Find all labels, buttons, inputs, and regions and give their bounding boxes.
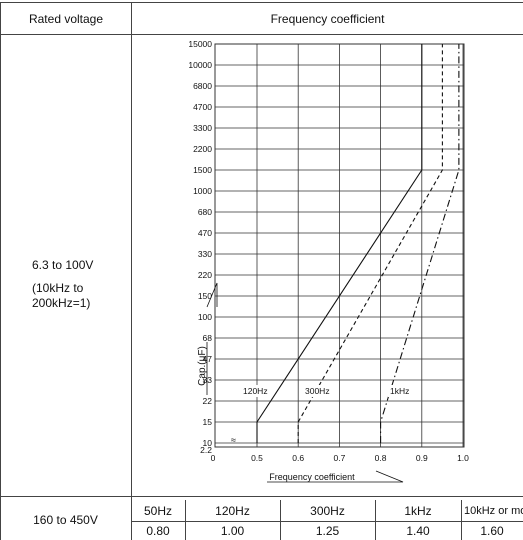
x-tick-label: 0.5	[251, 453, 263, 463]
y-tick-label: 330	[198, 249, 212, 259]
series-label-1kHz: 1kHz	[390, 386, 409, 396]
x-tick-label: 0.7	[333, 453, 345, 463]
y-tick-label: 680	[198, 207, 212, 217]
y-tick-label: 100	[198, 312, 212, 322]
freq-cell: 120Hz	[215, 503, 250, 518]
frequency-coefficient-chart: 1500010000680047003300220015001000680470…	[188, 39, 470, 483]
label-bg	[388, 385, 414, 397]
y-tick-label: 68	[203, 333, 213, 343]
y-tick-label: 470	[198, 228, 212, 238]
y-tick-label: 150	[198, 291, 212, 301]
x-axis-ticks: 0 0.5 0.6 0.7 0.8 0.9 1.0	[211, 453, 470, 463]
freq-cell: 50Hz	[143, 503, 172, 518]
y-tick-label: 15	[203, 417, 213, 427]
x-axis-label: Frequency coefficient	[269, 472, 355, 482]
series-label-300Hz: 300Hz	[305, 386, 330, 396]
x-tick-label: 0	[211, 453, 216, 463]
y-tick-label: 10	[203, 438, 213, 448]
column-divider	[131, 2, 132, 540]
series-line-300Hz	[297, 44, 443, 443]
y-tick-label: 3300	[193, 123, 212, 133]
voltage-range-low: 6.3 to 100V (10kHz to 200kHz=1)	[0, 258, 131, 311]
inner-col-divider	[280, 500, 281, 540]
coef-cell: 1.00	[220, 524, 245, 538]
coef-cell: 1.40	[406, 524, 430, 538]
label-bg	[241, 385, 272, 397]
coef-cell: 0.80	[146, 524, 170, 538]
x-tick-label: 0.8	[375, 453, 387, 463]
y-tick-label: 1500	[193, 165, 212, 175]
y-tick-label: 2.2	[200, 445, 212, 455]
coef-cell: 1.25	[315, 524, 340, 538]
table-left-border	[0, 2, 1, 540]
freq-cell: 1kHz	[404, 503, 432, 518]
y-tick-label: 2200	[193, 144, 212, 154]
inner-col-divider	[185, 500, 186, 540]
high-voltage-table: 50Hz 120Hz 300Hz 1kHz 10kHz or mor 0.80 1.00 1.…	[131, 500, 523, 540]
series-line-120Hz	[256, 44, 423, 443]
x-tick-label: 1.0	[457, 453, 469, 463]
y-tick-label: 4700	[193, 102, 212, 112]
y-tick-label: 22	[203, 396, 213, 406]
y-tick-label: 1000	[193, 186, 212, 196]
y-tick-label: 6800	[193, 81, 212, 91]
freq-cell: 300Hz	[310, 503, 345, 518]
series-label-120Hz: 120Hz	[243, 386, 268, 396]
x-tick-label: 0.6	[292, 453, 304, 463]
y-axis-title: Cap.(μF)	[197, 282, 218, 395]
inner-col-divider	[375, 500, 376, 540]
chart-grid	[214, 43, 465, 448]
axis-break-mark: ≈	[231, 435, 236, 445]
label-bg	[303, 385, 334, 397]
x-axis-title: Frequency coefficient	[267, 470, 404, 483]
y-axis-ticks: 15000 10000 6800 4700 3300 2200 1500 1000 680 470…	[188, 39, 212, 455]
header-divider	[0, 34, 523, 35]
inner-row-divider	[131, 521, 523, 522]
series-labels: 120Hz 300Hz 1kHz	[241, 385, 414, 397]
voltage-range-high: 160 to 450V	[33, 513, 98, 527]
voltage-range-low-note: (10kHz to 200kHz=1)	[32, 281, 91, 310]
chart-series	[256, 44, 460, 443]
inner-col-divider	[461, 500, 462, 540]
voltage-range-low-value: 6.3 to 100V	[32, 258, 94, 272]
coef-cell: 1.60	[480, 524, 504, 538]
series-line-1kHz	[380, 44, 460, 443]
header-frequency-coefficient: Frequency coefficient	[270, 11, 385, 26]
x-tick-label: 0.9	[416, 453, 428, 463]
table-top-border	[0, 2, 523, 3]
header-rated-voltage: Rated voltage	[28, 11, 104, 26]
freq-cell: 10kHz or mor	[464, 504, 523, 517]
row-divider	[0, 496, 523, 497]
y-axis-label: Cap.(μF)	[197, 346, 208, 386]
y-tick-label: 10000	[188, 60, 212, 70]
y-tick-label: 15000	[188, 39, 212, 49]
y-tick-label: 220	[198, 270, 212, 280]
